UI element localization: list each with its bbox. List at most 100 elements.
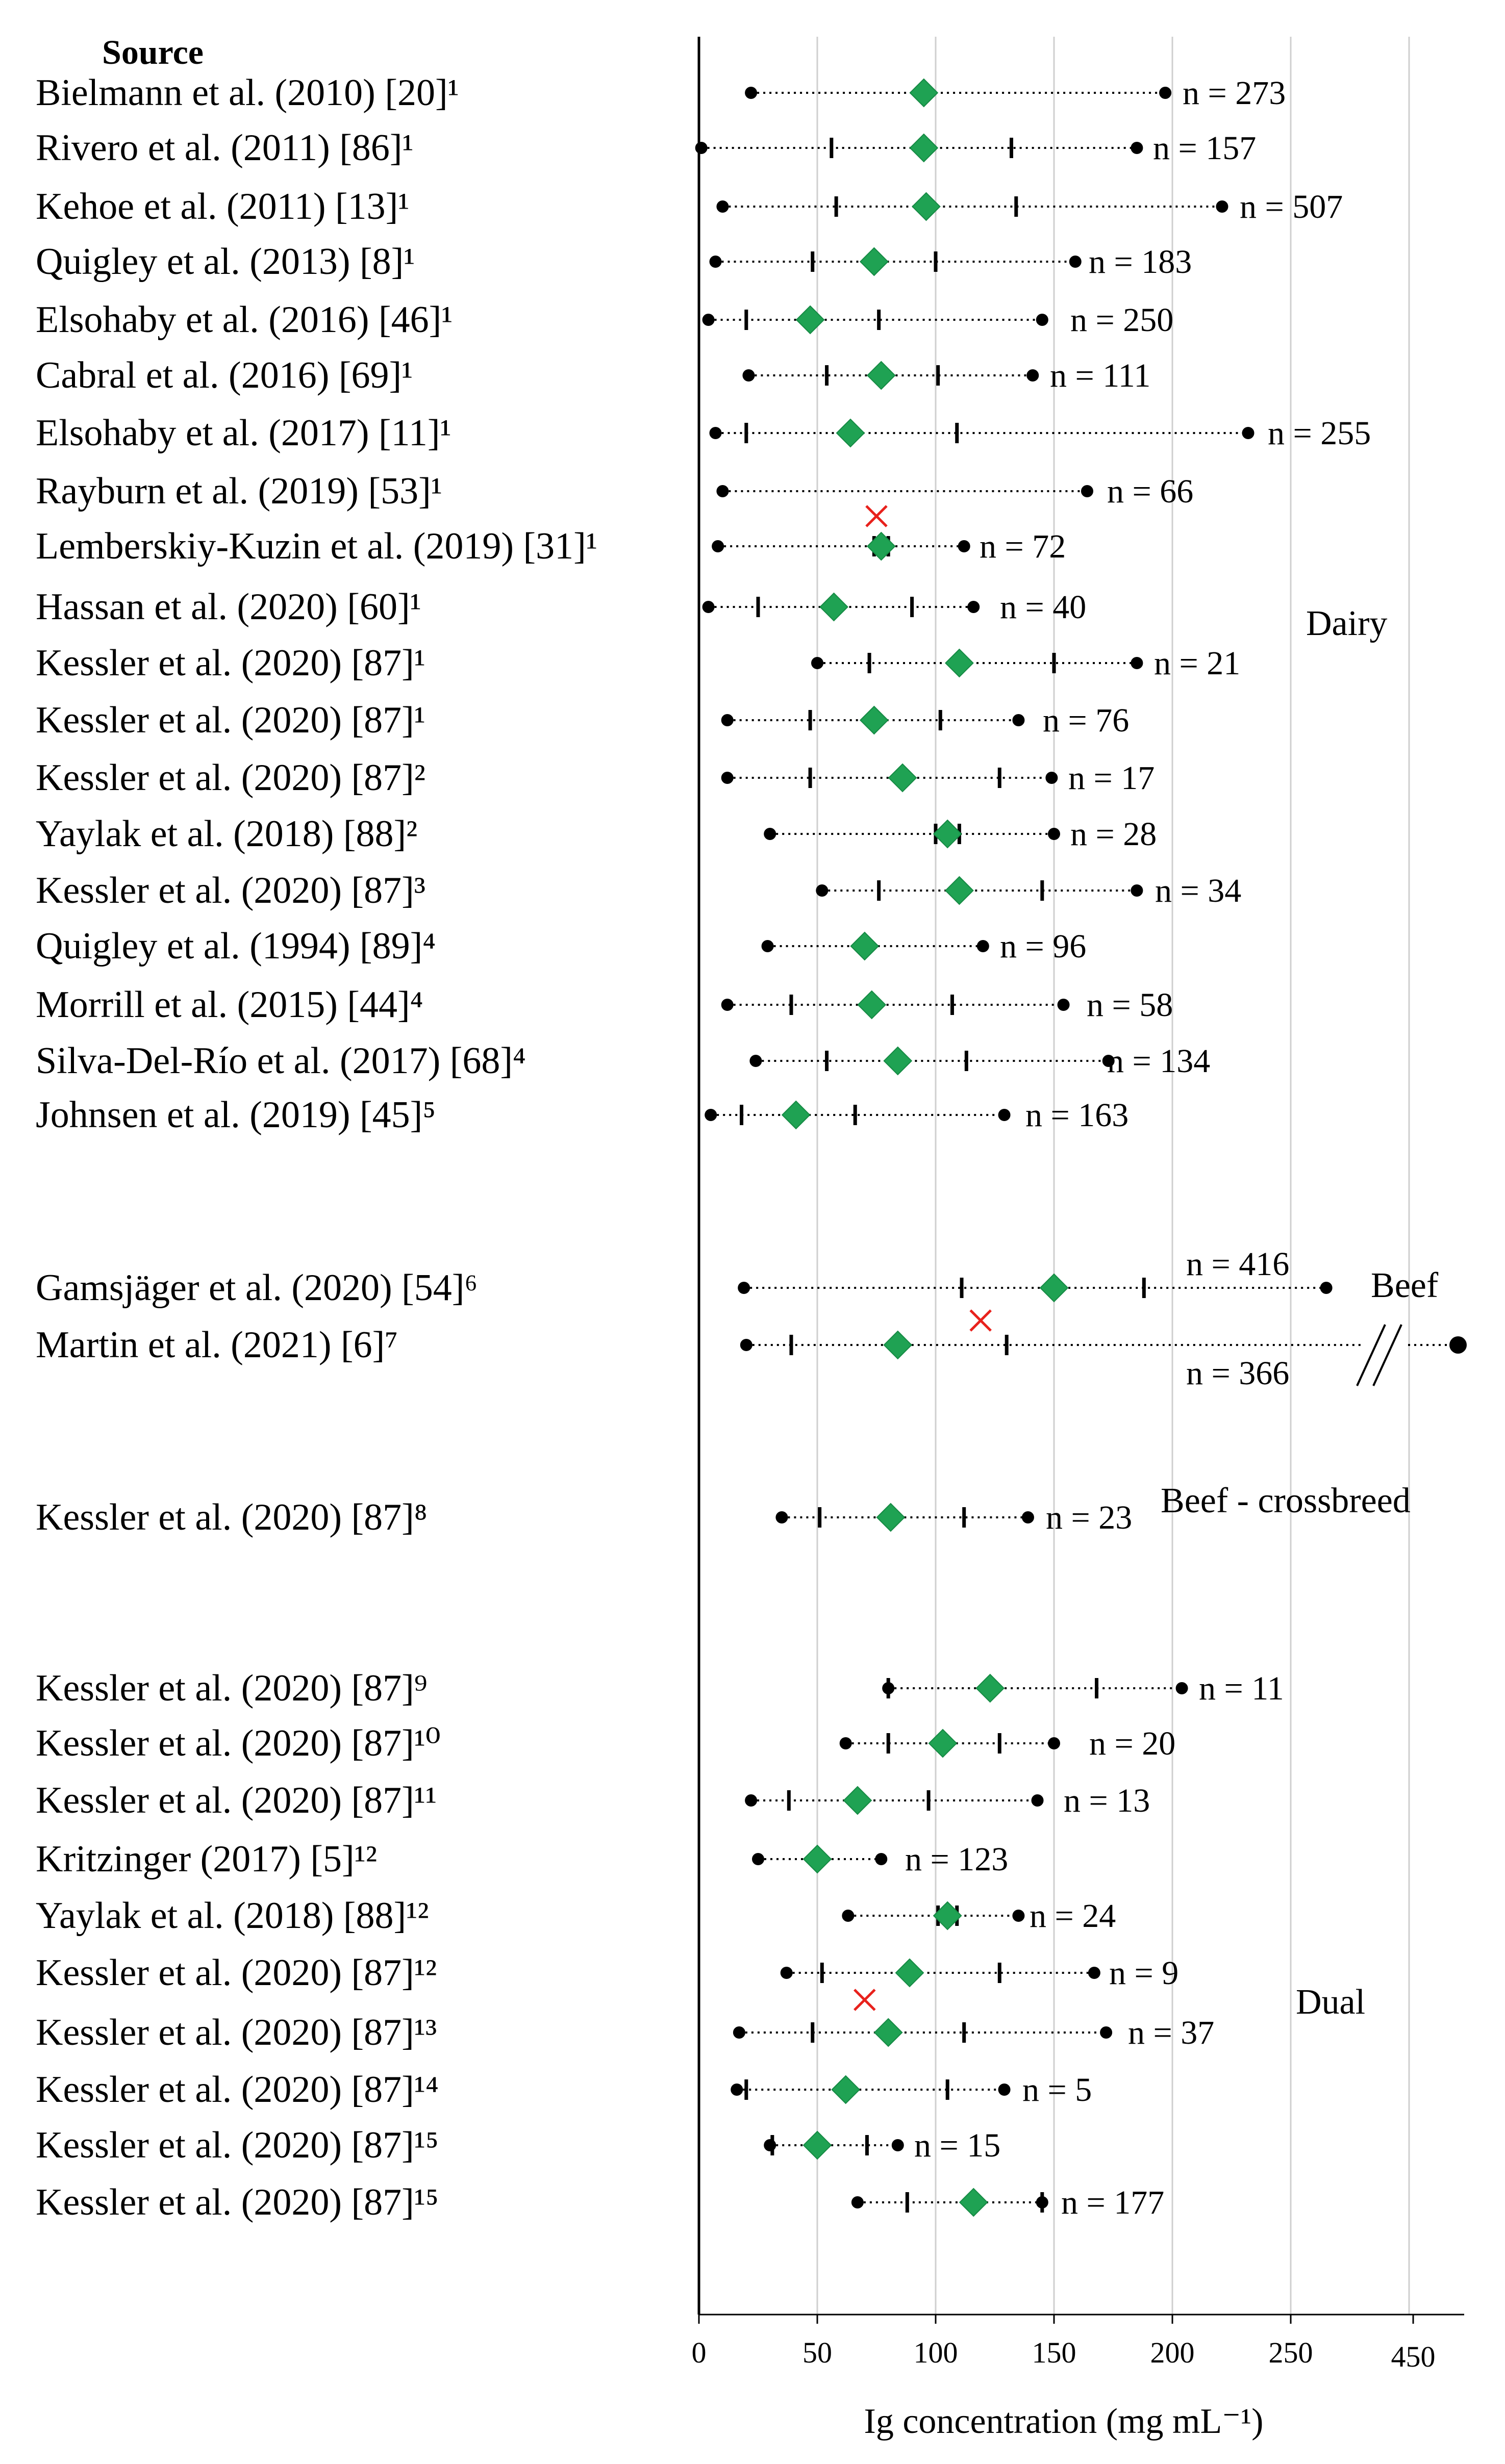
mean-diamond (1039, 1273, 1069, 1303)
outlier-cross (865, 505, 888, 527)
source-label: Elsohaby et al. (2016) [46]¹ (36, 299, 453, 341)
max-dot (967, 601, 980, 613)
min-dot (780, 1967, 793, 1979)
min-dot (745, 1794, 758, 1807)
chart-row: Kessler et al. (2020) [87]³ n = 34 (36, 870, 1241, 911)
chart-row: Cabral et al. (2016) [69]¹ n = 111 (36, 354, 1150, 396)
min-dot (705, 1109, 717, 1121)
max-dot (1320, 1282, 1333, 1294)
n-label: n = 96 (1000, 928, 1086, 965)
axis-break-mark (1356, 1324, 1386, 1386)
mean-diamond (831, 2075, 861, 2104)
min-dot (842, 1910, 855, 1922)
source-label: Quigley et al. (2013) [8]¹ (36, 241, 415, 283)
max-dot (1216, 200, 1228, 213)
cross-stroke (969, 1309, 992, 1332)
max-dot (891, 2139, 904, 2151)
chart-row: Hassan et al. (2020) [60]¹ n = 40 (36, 586, 1086, 628)
min-dot (851, 2196, 864, 2208)
x-tick-label: 50 (802, 2336, 832, 2369)
source-label: Kessler et al. (2020) [87]¹ (36, 699, 425, 741)
mean-diamond (912, 192, 941, 221)
chart-row: Rayburn et al. (2019) [53]¹ n = 66 (36, 470, 1193, 527)
max-dot (1048, 828, 1060, 840)
source-label: Kessler et al. (2020) [87]² (36, 757, 425, 799)
n-label: n = 58 (1087, 986, 1173, 1024)
x-tick-label: 150 (1032, 2336, 1076, 2369)
mean-diamond (876, 1503, 906, 1532)
chart-row: Kessler et al. (2020) [87]¹³ n = 37 (36, 2012, 1214, 2053)
n-label: n = 28 (1070, 816, 1157, 853)
min-dot (712, 540, 724, 552)
n-label: n = 24 (1030, 1897, 1116, 1935)
source-label: Johnsen et al. (2019) [45]⁵ (36, 1094, 436, 1136)
chart-row: Kessler et al. (2020) [87]⁹ n = 11 (36, 1667, 1284, 1709)
mean-diamond (836, 418, 865, 448)
source-label: Kessler et al. (2020) [87]¹⁴ (36, 2069, 439, 2111)
mean-diamond (909, 133, 939, 163)
source-label: Hassan et al. (2020) [60]¹ (36, 586, 421, 628)
max-dot (1045, 772, 1058, 784)
n-label: n = 13 (1064, 1782, 1150, 1819)
mean-diamond (859, 705, 889, 735)
min-dot (721, 714, 734, 726)
max-dot (1131, 884, 1143, 897)
mean-diamond (802, 2130, 832, 2160)
n-label: n = 163 (1025, 1097, 1128, 1134)
min-dot (742, 369, 755, 382)
max-dot (1012, 714, 1025, 726)
source-label: Kessler et al. (2020) [87]¹ (36, 642, 425, 684)
x-axis-ticks: 0 50 100 150 200 250 (692, 2315, 1414, 2369)
n-label: n = 123 (905, 1841, 1008, 1878)
chart-row: Quigley et al. (1994) [89]⁴ n = 96 (36, 925, 1086, 967)
source-label: Kessler et al. (2020) [87]¹³ (36, 2012, 437, 2053)
mean-diamond (866, 361, 896, 390)
source-label: Yaylak et al. (2018) [88]² (36, 813, 417, 855)
min-dot (749, 1055, 762, 1067)
axis-break-mark (1372, 1324, 1402, 1386)
max-dot (958, 540, 970, 552)
max-dot (875, 1853, 888, 1865)
n-label: n = 255 (1268, 415, 1371, 452)
n-label: n = 250 (1070, 301, 1173, 339)
max-dot (998, 2084, 1011, 2096)
max-dot (1175, 1682, 1188, 1694)
min-dot (775, 1511, 788, 1523)
source-label: Kessler et al. (2020) [87]⁸ (36, 1496, 428, 1538)
chart-row: Morrill et al. (2015) [44]⁴ n = 58 (36, 984, 1173, 1026)
chart-row: Kessler et al. (2020) [87]² n = 17 (36, 757, 1155, 799)
x-axis-label: Ig concentration (mg mL⁻¹) (864, 2402, 1264, 2441)
mean-diamond (802, 1844, 832, 1874)
max-dot (998, 1109, 1011, 1121)
chart-row: Kessler et al. (2020) [87]¹⁵ n = 15 (36, 2124, 1000, 2166)
min-dot (716, 485, 729, 497)
mean-diamond (895, 1958, 924, 1988)
source-label: Kessler et al. (2020) [87]¹⁵ (36, 2124, 439, 2166)
n-label: n = 72 (980, 528, 1066, 565)
n-label: n = 177 (1061, 2184, 1164, 2221)
chart-row: Bielmann et al. (2010) [20]¹ n = 273 (36, 72, 1286, 114)
source-label: Kessler et al. (2020) [87]¹⁵ (36, 2181, 439, 2223)
min-dot (740, 1339, 752, 1351)
n-label: n = 34 (1155, 872, 1241, 909)
cross-stroke (854, 1989, 876, 2011)
mean-diamond (883, 1046, 913, 1076)
chart-row: Kessler et al. (2020) [87]¹⁴ n = 5 (36, 2069, 1092, 2111)
x-tick-label: 250 (1269, 2336, 1313, 2369)
min-dot (733, 2026, 745, 2039)
n-label: n = 76 (1043, 702, 1129, 739)
source-label: Kehoe et al. (2011) [13]¹ (36, 186, 409, 227)
mean-diamond (959, 2188, 988, 2217)
mean-diamond (933, 819, 962, 849)
source-label: Morrill et al. (2015) [44]⁴ (36, 984, 423, 1026)
mean-diamond (933, 1901, 962, 1930)
min-dot (811, 657, 823, 669)
n-label: n = 111 (1050, 357, 1150, 394)
chart-row: Quigley et al. (2013) [8]¹ n = 183 (36, 241, 1192, 283)
max-dot (1048, 1737, 1060, 1749)
x-tick-label: 0 (692, 2336, 707, 2369)
mean-diamond (928, 1729, 958, 1758)
n-label: n = 416 (1186, 1246, 1289, 1283)
max-dot (1021, 1511, 1034, 1523)
n-label: n = 40 (1000, 589, 1086, 626)
